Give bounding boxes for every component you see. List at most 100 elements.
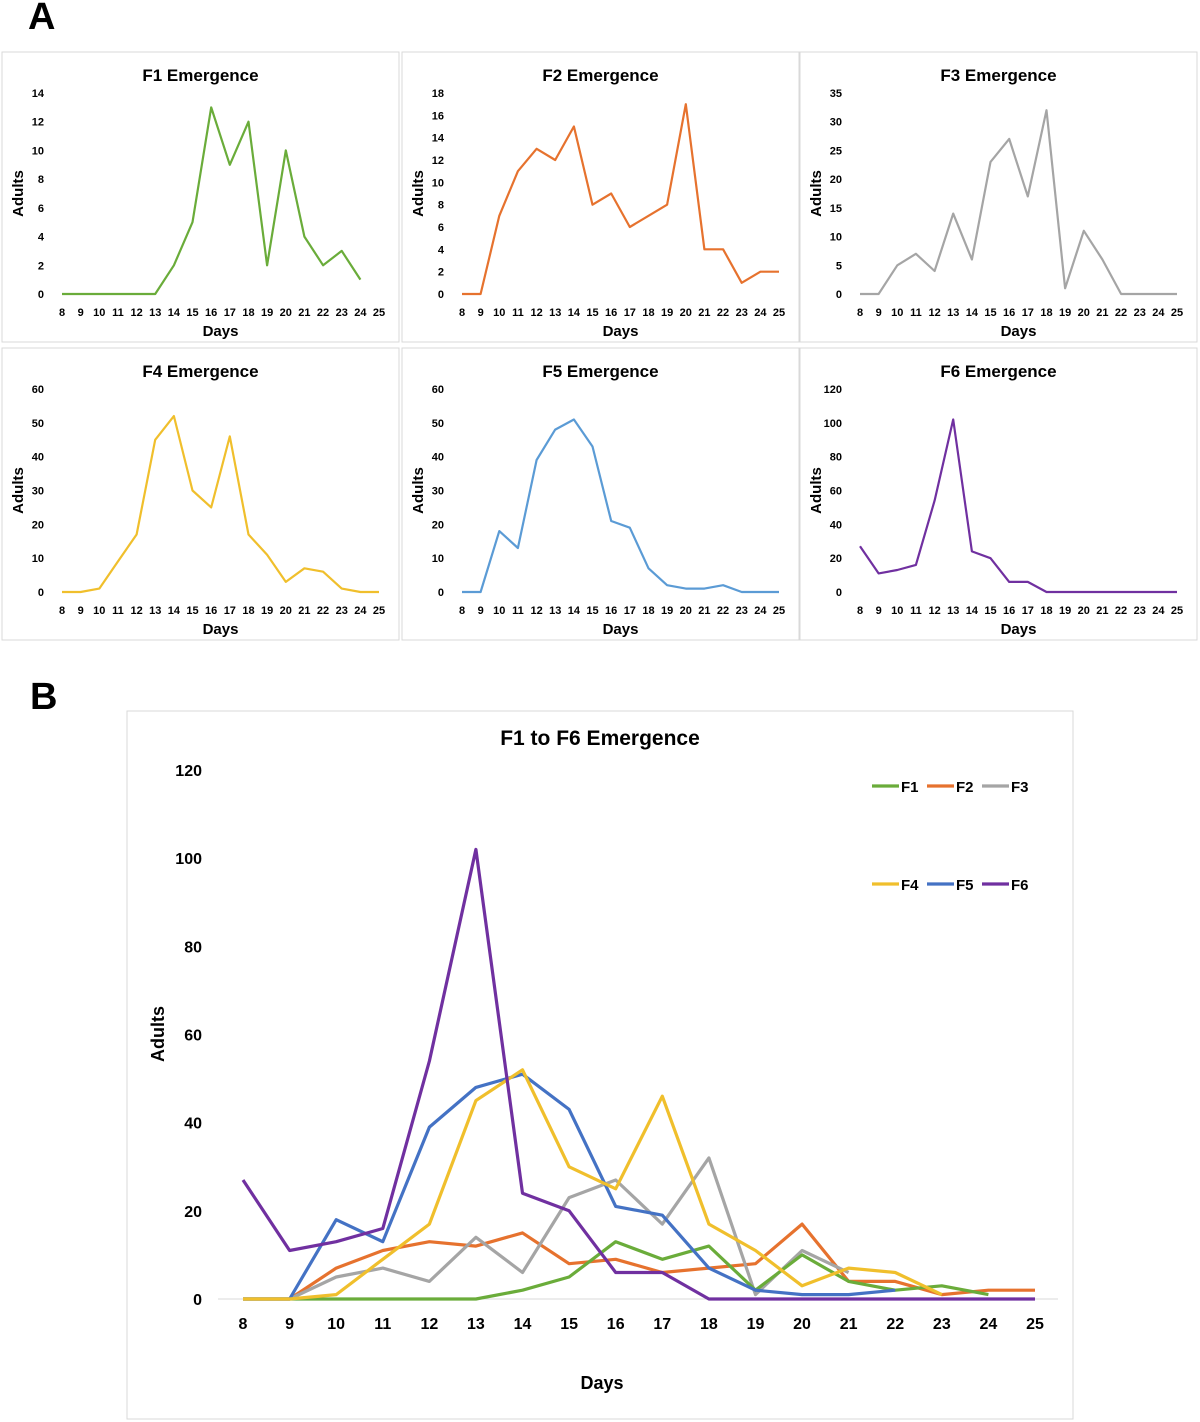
x-tick-label: 11 — [512, 307, 524, 319]
x-tick-label: 13 — [149, 605, 161, 617]
chart-f3: F3 Emergence 0 5 10 15 20 25 30 35 8 9 10 11 12 13 14 15… — [799, 51, 1198, 343]
y-tick-label: 10 — [32, 145, 44, 157]
legend-label: F5 — [956, 877, 974, 894]
x-tick-label: 15 — [984, 605, 996, 617]
chart-frame — [401, 347, 800, 641]
y-tick-label: 80 — [184, 939, 202, 956]
x-tick-label: 23 — [1134, 605, 1146, 617]
legend-label: F3 — [1011, 779, 1029, 796]
x-tick-label: 16 — [1003, 605, 1015, 617]
x-axis-title: Days — [603, 323, 639, 340]
x-tick-label: 17 — [624, 605, 636, 617]
x-tick-label: 20 — [680, 605, 692, 617]
x-tick-label: 19 — [661, 605, 673, 617]
y-axis-title: Adults — [148, 1006, 168, 1062]
panel-label-a: A — [28, 0, 56, 38]
x-tick-label: 13 — [549, 307, 561, 319]
x-tick-label: 17 — [1022, 307, 1034, 319]
x-tick-label: 17 — [1022, 605, 1034, 617]
chart-title: F5 Emergence — [542, 362, 658, 381]
x-tick-label: 25 — [1026, 1316, 1044, 1333]
y-tick-label: 25 — [830, 145, 842, 157]
panel-label-b: B — [30, 676, 58, 718]
series-line-f6 — [241, 847, 1035, 1301]
y-tick-label: 50 — [32, 418, 44, 430]
y-axis-title: Adults — [10, 170, 27, 217]
y-tick-label: 0 — [438, 587, 444, 599]
y-tick-label: 60 — [830, 486, 842, 498]
x-tick-label: 12 — [928, 605, 940, 617]
series-line-f5 — [243, 1072, 896, 1301]
chart-title: F1 Emergence — [142, 66, 258, 85]
legend-item-f1: F1 — [872, 779, 919, 796]
y-tick-label: 20 — [32, 519, 44, 531]
x-tick-label: 9 — [478, 307, 484, 319]
x-tick-label: 12 — [130, 307, 142, 319]
y-tick-label: 16 — [432, 110, 444, 122]
x-tick-label: 24 — [354, 307, 367, 319]
legend-label: F4 — [901, 877, 919, 894]
chart-title: F3 Emergence — [940, 66, 1056, 85]
x-tick-label: 24 — [1152, 605, 1165, 617]
x-tick-label: 20 — [280, 605, 292, 617]
legend-label: F6 — [1011, 877, 1029, 894]
legend-label: F2 — [956, 779, 974, 796]
chart-frame — [401, 51, 800, 343]
x-tick-label: 15 — [984, 307, 996, 319]
y-tick-label: 0 — [836, 587, 842, 599]
x-tick-label: 15 — [186, 307, 198, 319]
y-tick-label: 10 — [32, 553, 44, 565]
x-tick-label: 16 — [605, 605, 617, 617]
x-axis-title: Days — [1001, 323, 1037, 340]
x-tick-label: 24 — [754, 605, 767, 617]
series-line-f2 — [462, 103, 779, 296]
x-tick-label: 9 — [876, 307, 882, 319]
y-tick-label: 10 — [830, 232, 842, 244]
series-line-f4 — [243, 1068, 943, 1301]
y-tick-label: 6 — [438, 222, 444, 234]
y-tick-label: 20 — [830, 553, 842, 565]
x-tick-label: 16 — [605, 307, 617, 319]
x-tick-label: 25 — [1171, 307, 1183, 319]
x-tick-label: 23 — [736, 307, 748, 319]
x-tick-label: 18 — [242, 605, 254, 617]
y-axis-title: Adults — [10, 467, 27, 514]
x-tick-label: 24 — [980, 1316, 998, 1333]
x-tick-label: 19 — [261, 307, 273, 319]
chart-frame — [799, 347, 1198, 641]
x-tick-label: 14 — [168, 307, 181, 319]
chart-title: F4 Emergence — [142, 362, 258, 381]
x-tick-label: 10 — [891, 307, 903, 319]
x-tick-label: 25 — [373, 605, 385, 617]
x-tick-label: 24 — [754, 307, 767, 319]
chart-title: F6 Emergence — [940, 362, 1056, 381]
x-tick-label: 19 — [747, 1316, 765, 1333]
series-line-f3 — [243, 1156, 850, 1301]
chart-frame — [799, 51, 1198, 343]
x-tick-label: 12 — [530, 605, 542, 617]
x-tick-label: 14 — [568, 307, 581, 319]
y-tick-label: 0 — [38, 587, 44, 599]
x-tick-label: 11 — [112, 605, 124, 617]
x-axis-title: Days — [1001, 621, 1037, 638]
y-tick-label: 80 — [830, 452, 842, 464]
x-tick-label: 11 — [512, 605, 524, 617]
x-tick-label: 13 — [467, 1316, 485, 1333]
x-tick-label: 17 — [624, 307, 636, 319]
x-tick-label: 18 — [1040, 307, 1052, 319]
legend-item-f5: F5 — [927, 877, 974, 894]
x-tick-label: 21 — [298, 307, 310, 319]
chart-f6: F6 Emergence 0 20 40 60 80 100 120 8 9 10 11 12 13 14 1… — [799, 347, 1198, 641]
x-tick-label: 19 — [261, 605, 273, 617]
x-tick-label: 25 — [373, 307, 385, 319]
y-tick-label: 14 — [432, 133, 445, 145]
x-tick-label: 13 — [947, 307, 959, 319]
chart-title: F1 to F6 Emergence — [500, 727, 700, 750]
x-axis-title: Days — [580, 1373, 623, 1393]
x-tick-label: 21 — [840, 1316, 858, 1333]
x-tick-label: 23 — [336, 605, 348, 617]
y-tick-label: 4 — [438, 244, 445, 256]
x-tick-label: 21 — [1096, 307, 1108, 319]
y-tick-label: 100 — [824, 418, 842, 430]
